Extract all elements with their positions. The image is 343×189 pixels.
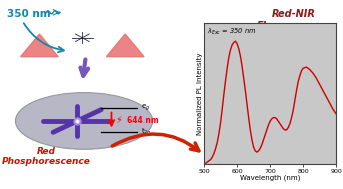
Y-axis label: Normalized PL Intensity: Normalized PL Intensity	[197, 52, 203, 135]
Text: Red
Phosphorescence: Red Phosphorescence	[2, 147, 91, 166]
X-axis label: Wavelength (nm): Wavelength (nm)	[240, 175, 300, 181]
Polygon shape	[106, 34, 144, 57]
Polygon shape	[21, 34, 58, 57]
Text: 350 nm: 350 nm	[7, 9, 50, 19]
Text: λ$_{Exc}$ = 350 nm: λ$_{Exc}$ = 350 nm	[207, 26, 256, 37]
Text: Red-NIR
Fluorescence: Red-NIR Fluorescence	[257, 9, 330, 31]
Text: 644 nm: 644 nm	[127, 115, 159, 125]
Text: ⚡: ⚡	[115, 115, 122, 125]
Text: e$_g$: e$_g$	[141, 102, 150, 113]
Text: t$_{2g}$: t$_{2g}$	[141, 127, 152, 138]
Ellipse shape	[15, 93, 153, 149]
